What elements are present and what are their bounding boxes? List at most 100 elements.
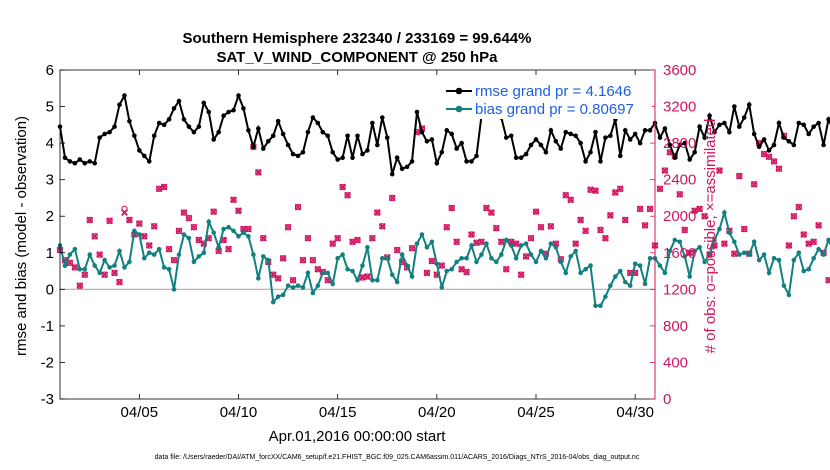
bias-point [692,248,697,254]
obs-possible-marker [86,216,93,224]
rmse-point [216,129,221,135]
rmse-point [508,133,514,139]
rmse-point [360,151,365,157]
bias-point [523,241,529,246]
bias-point [330,281,336,287]
obs-assimilated-marker [567,196,575,204]
rmse-point [280,131,286,137]
obs-possible-marker [369,235,376,242]
bias-point [320,270,326,276]
rmse-point [786,138,792,144]
obs-assimilated-marker [661,167,669,174]
obs-possible-marker [170,256,178,264]
bias-point [489,255,494,261]
obs-assimilated-marker [106,217,114,225]
obs-possible-marker [646,205,654,213]
obs-possible-marker [751,181,758,188]
rmse-point [816,120,821,126]
obs-possible-marker [245,225,252,233]
bias-point [647,255,653,261]
obs-assimilated-marker [740,225,748,233]
obs-assimilated-marker [458,265,466,273]
rmse-point [186,124,192,129]
obs-assimilated-marker [616,185,624,193]
rmse-point [434,160,440,166]
bias-point [801,268,807,274]
obs-assimilated-marker [765,153,773,161]
bias-point [424,244,430,250]
bias-point [528,252,534,257]
rmse-point [146,159,152,164]
obs-assimilated-marker [810,238,818,246]
rmse-point [717,122,722,128]
obs-assimilated-marker [681,226,689,234]
bias-point [315,283,321,288]
obs-possible-marker [537,224,545,231]
obs-assimilated-marker [354,236,361,244]
rmse-point [221,113,226,118]
bias-point [449,266,455,272]
plot-area: 04/05 04/10 04/15 04/20 04/25 04/30 -3 -2 -1 0 1 2 3… [41,62,830,421]
x-axis-label: Apr.01,2016 00:00:00 start [269,428,447,445]
obs-possible-marker [195,236,202,244]
rmse-point [617,153,623,159]
bias-point [568,254,574,259]
bias-point [503,237,509,243]
legend-bias-marker [455,105,463,113]
rmse-point [251,144,256,150]
bias-point [375,277,380,283]
rmse-point [112,124,117,129]
obs-assimilated-marker [309,256,317,264]
bias-point [132,228,137,234]
obs-possible-marker [775,165,783,172]
rmse-point [270,133,276,139]
rmse-point [568,131,574,137]
x-tick-label: 04/25 [517,404,555,421]
obs-possible-marker [96,251,103,258]
bias-point [265,257,271,263]
obs-assimilated-marker [760,150,768,158]
obs-assimilated-marker [492,224,500,232]
rmse-point [593,129,598,135]
rmse-point [662,126,668,131]
obs-possible-marker [736,172,743,180]
rmse-point [315,120,321,126]
obs-assimilated-marker [225,245,233,253]
obs-possible-marker [364,273,371,280]
obs-assimilated-marker [656,185,664,193]
obs-possible-marker [567,196,574,203]
bias-point [479,252,484,257]
obs-possible-marker [825,277,830,284]
rmse-point [801,122,807,128]
obs-assimilated-marker [111,269,118,277]
obs-assimilated-marker [150,222,158,230]
bias-point [732,239,737,245]
bias-point [141,255,147,261]
rmse-point [791,142,797,148]
bias-point [588,263,593,268]
obs-possible-marker [701,213,708,220]
rmse-point [806,131,812,137]
rmse-point [474,153,479,159]
bias-point [181,232,187,237]
bias-point [702,259,707,265]
rmse-point [151,133,157,139]
obs-possible-marker [339,183,346,191]
rmse-point [533,137,539,142]
data-file-footer: data file: /Users/raeder/DAI/ATM_forcXX/… [155,454,640,461]
rmse-point [236,93,241,98]
obs-assimilated-marker [720,240,728,248]
bias-point [211,230,217,235]
bias-point [122,265,127,270]
legend: rmse grand pr = 4.1646 bias grand pr = 0… [442,83,652,119]
y-left-tick-label: -2 [41,354,54,371]
rmse-point [166,117,172,122]
legend-rmse-marker [455,87,463,95]
obs-possible-marker [255,169,262,176]
obs-possible-marker [389,194,396,202]
bias-point [439,285,445,290]
obs-assimilated-marker [532,208,540,216]
rmse-point [72,160,78,166]
obs-possible-marker [612,189,619,196]
legend-box [442,83,652,119]
